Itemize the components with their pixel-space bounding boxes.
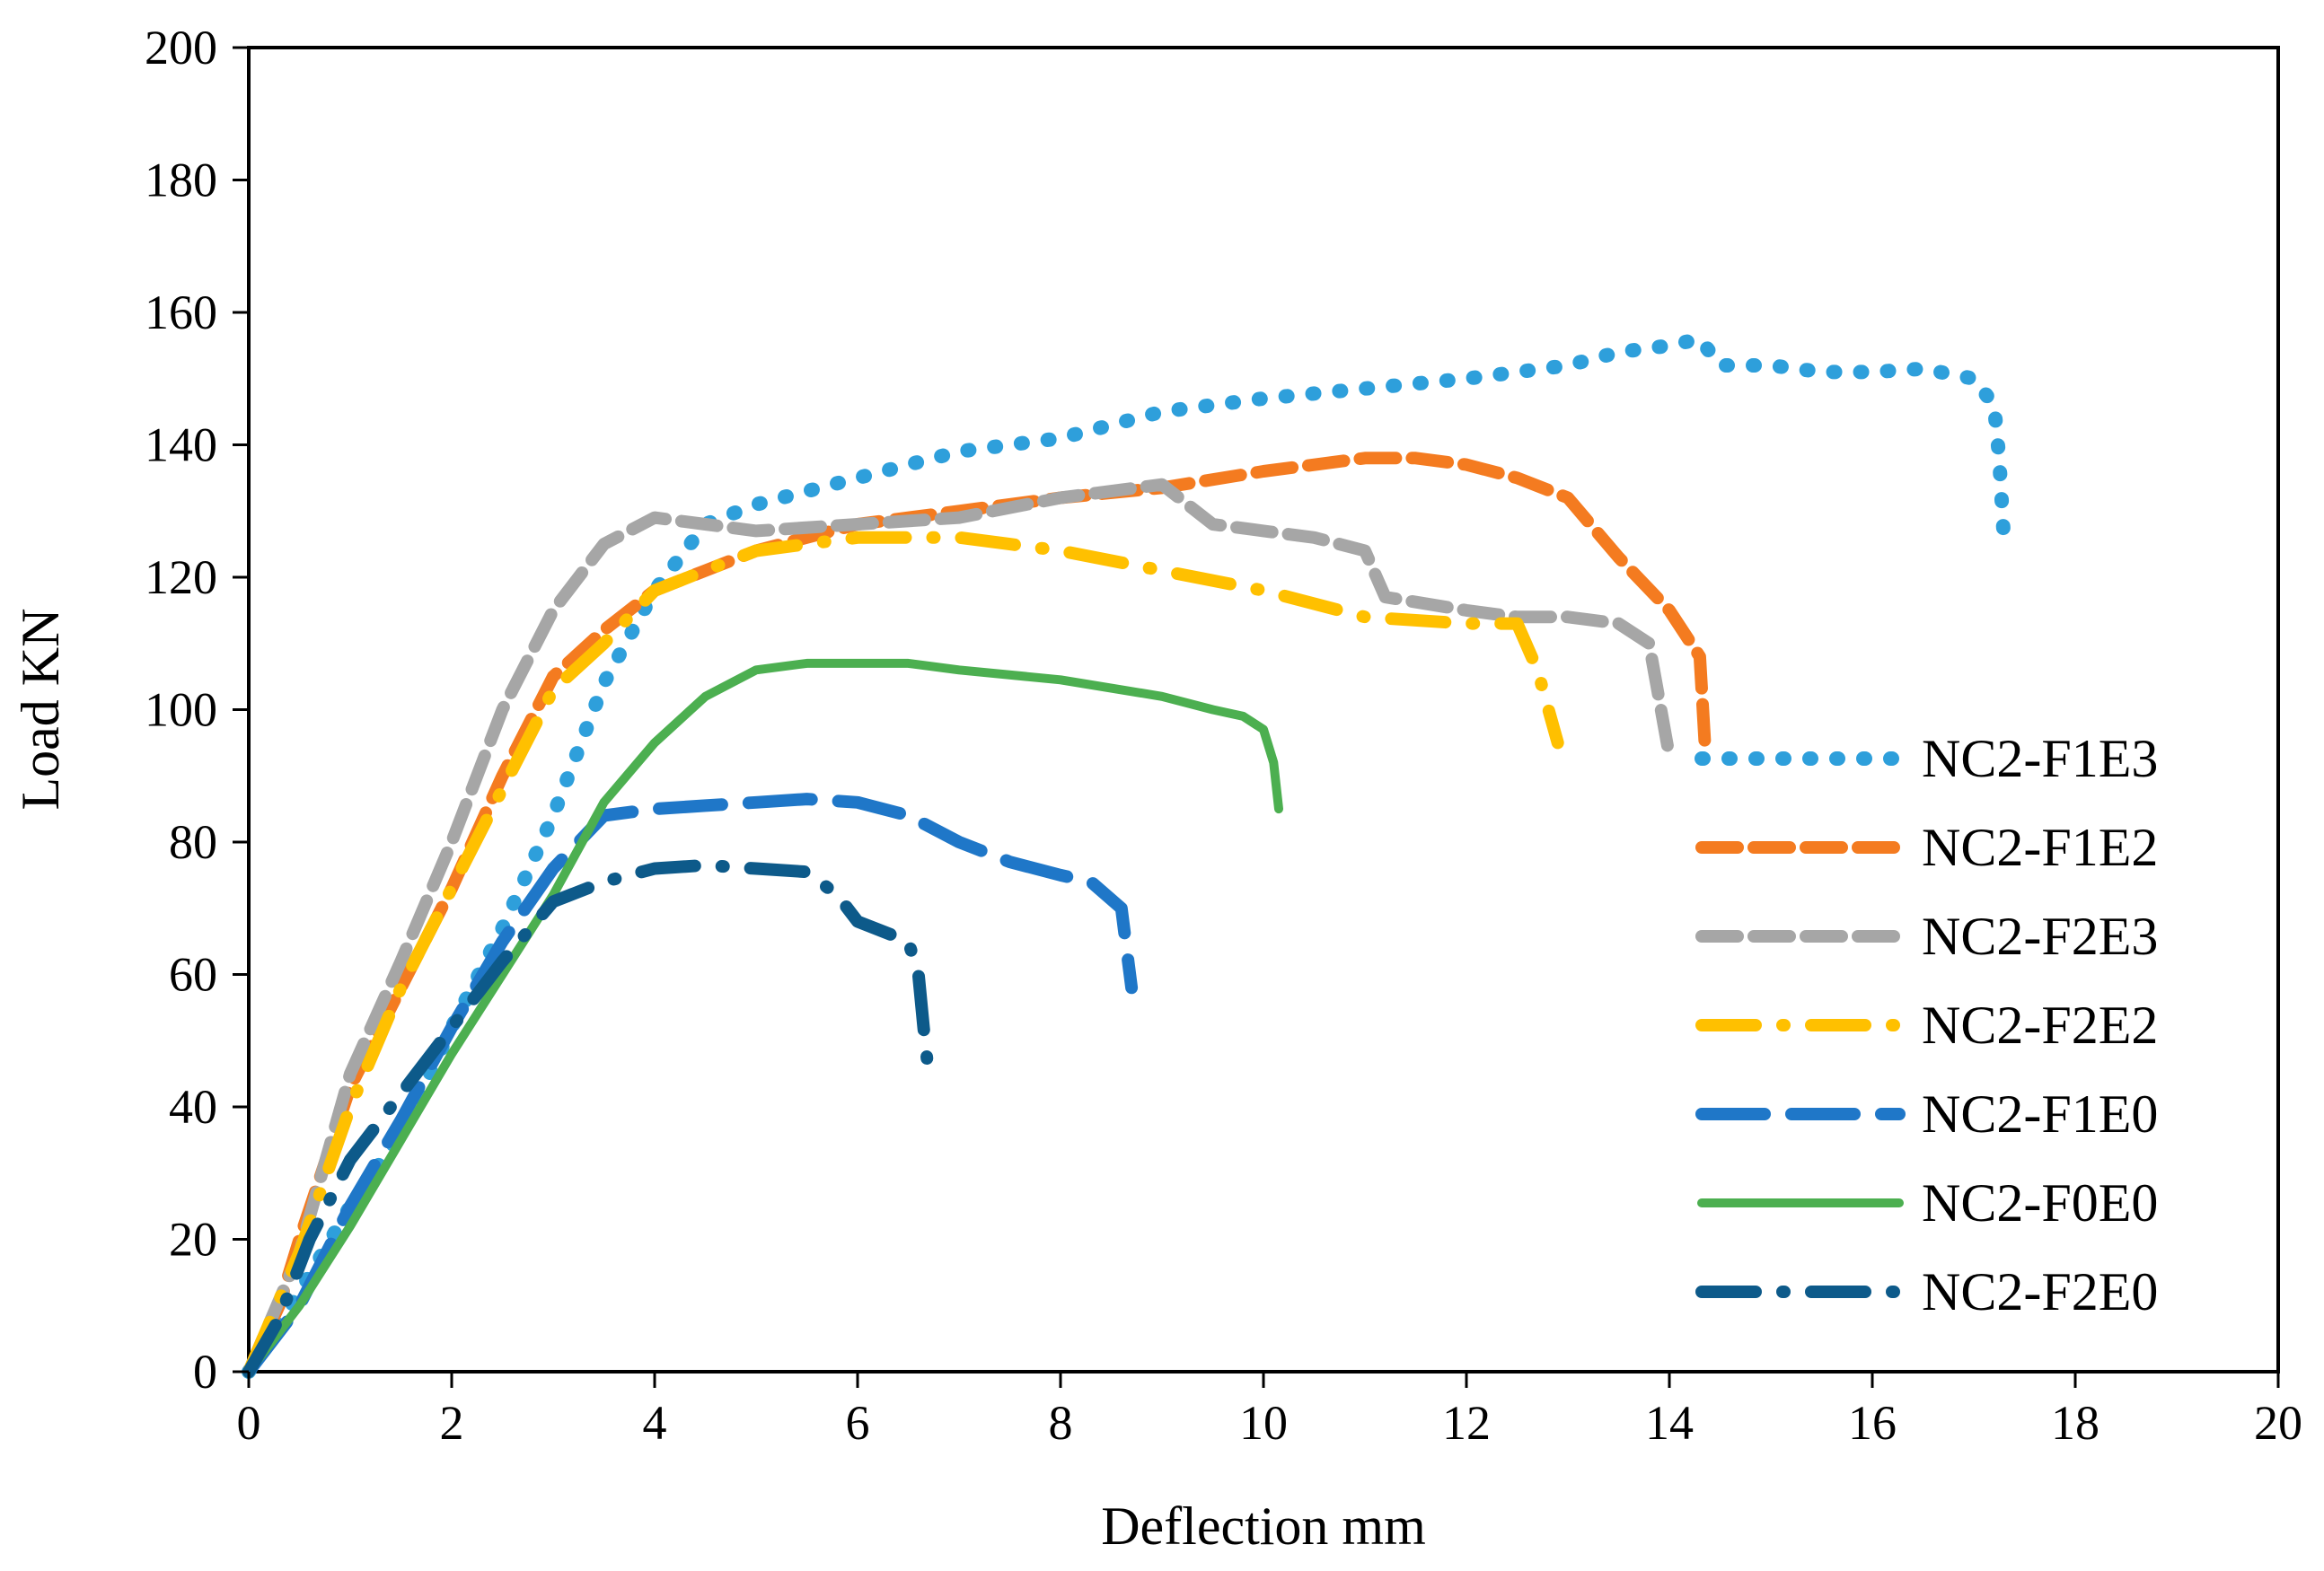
legend: NC2-F1E3 NC2-F1E2 NC2-F2E3 NC2-F2E2 NC2-F1E0… <box>1695 729 2158 1321</box>
legend-label-nc2-f2e3: NC2-F2E3 <box>1922 907 2158 966</box>
y-tick-label: 120 <box>145 550 217 604</box>
x-tick-label: 2 <box>440 1396 464 1450</box>
series-line-nc2-f2e3 <box>242 478 1676 1378</box>
axis-layer: 0 2 4 6 8 10 12 14 16 18 2002040608010012014016018… <box>145 21 2302 1450</box>
y-tick-label: 20 <box>169 1213 217 1267</box>
legend-label-nc2-f2e0: NC2-F2E0 <box>1922 1262 2158 1321</box>
x-tick-label: 20 <box>2254 1396 2302 1450</box>
y-tick-label: 60 <box>169 948 217 1002</box>
x-tick-label: 18 <box>2051 1396 2100 1450</box>
x-tick-label: 8 <box>1049 1396 1073 1450</box>
legend-label-nc2-f1e3: NC2-F1E3 <box>1922 729 2158 788</box>
y-tick-label: 180 <box>145 154 217 207</box>
series-line-nc2-f0e0 <box>244 658 1283 1376</box>
y-tick-label: 160 <box>145 285 217 339</box>
x-tick-label: 4 <box>643 1396 667 1450</box>
x-axis-title: Deflection mm <box>1101 1496 1426 1556</box>
y-tick-label: 0 <box>193 1345 217 1399</box>
x-tick-label: 0 <box>237 1396 261 1450</box>
x-tick-label: 12 <box>1442 1396 1491 1450</box>
series-line-nc2-f1e3 <box>242 331 2011 1379</box>
y-tick-label: 140 <box>145 418 217 472</box>
legend-label-nc2-f2e2: NC2-F2E2 <box>1922 996 2158 1055</box>
plot-area <box>247 46 2280 1374</box>
x-tick-label: 10 <box>1239 1396 1288 1450</box>
y-tick-label: 40 <box>169 1080 217 1134</box>
legend-label-nc2-f1e0: NC2-F1E0 <box>1922 1084 2158 1144</box>
legend-label-nc2-f1e2: NC2-F1E2 <box>1922 818 2158 877</box>
series-layer <box>242 331 2011 1379</box>
y-tick-label: 80 <box>169 815 217 869</box>
series-line-nc2-f2e0 <box>242 858 936 1378</box>
x-tick-label: 16 <box>1848 1396 1897 1450</box>
x-tick-label: 14 <box>1645 1396 1694 1450</box>
y-tick-label: 100 <box>145 683 217 737</box>
x-tick-label: 6 <box>846 1396 870 1450</box>
y-axis-title: Load KN <box>11 609 70 811</box>
series-line-nc2-f1e0 <box>242 793 1139 1378</box>
legend-label-nc2-f0e0: NC2-F0E0 <box>1922 1173 2158 1233</box>
y-tick-label: 200 <box>145 21 217 75</box>
